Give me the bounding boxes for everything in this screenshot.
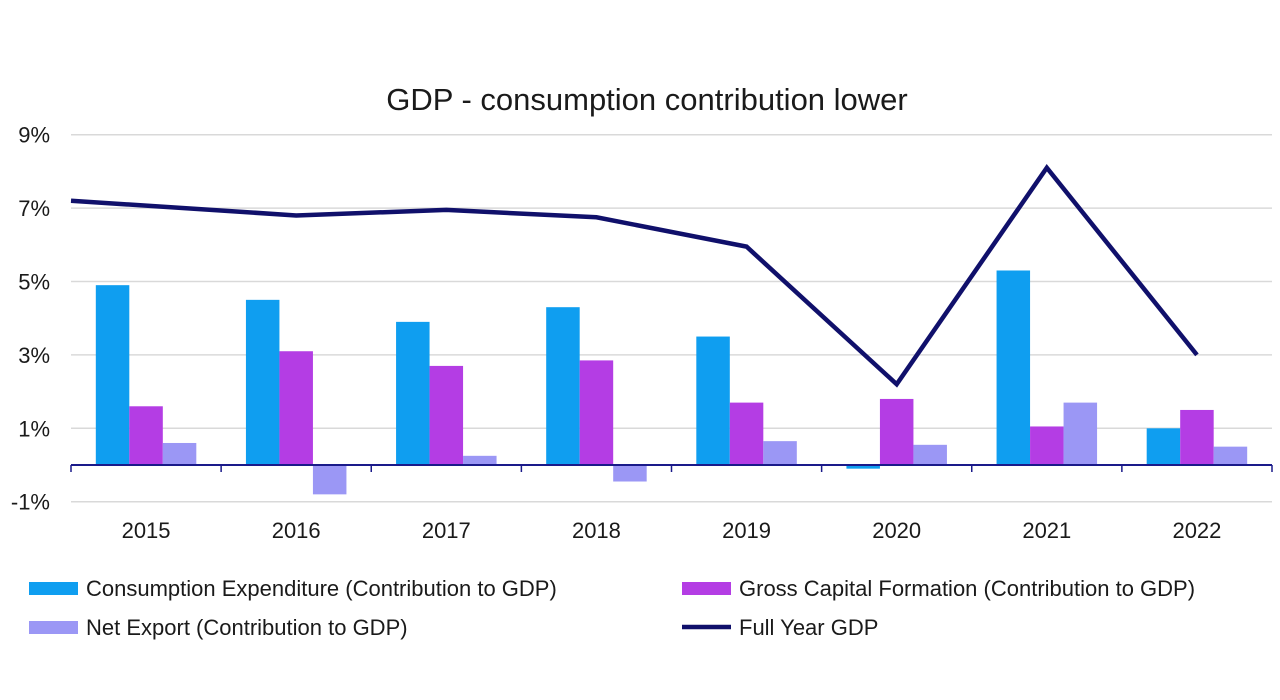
legend-label: Full Year GDP bbox=[739, 615, 878, 640]
bar-capital-formation-2019 bbox=[729, 402, 764, 465]
y-tick-label: 5% bbox=[18, 270, 50, 295]
bar-consumption-2018 bbox=[546, 307, 580, 465]
bar-consumption-2017 bbox=[396, 321, 430, 465]
x-tick-label: 2018 bbox=[572, 518, 621, 543]
bar-capital-formation-2015 bbox=[129, 406, 163, 465]
legend-swatch bbox=[682, 582, 731, 595]
gdp-line-layer bbox=[70, 163, 1199, 388]
x-tick-label: 2015 bbox=[122, 518, 171, 543]
legend: Consumption Expenditure (Contribution to… bbox=[29, 576, 1195, 640]
chart-title: GDP - consumption contribution lower bbox=[386, 82, 908, 117]
bar-net-export-2015 bbox=[162, 442, 197, 465]
bar-net-export-2019 bbox=[763, 441, 797, 465]
x-tick-label: 2020 bbox=[872, 518, 921, 543]
legend-swatch bbox=[29, 621, 78, 634]
bar-consumption-2022 bbox=[1146, 428, 1181, 465]
legend-swatch bbox=[29, 582, 78, 595]
bar-consumption-2021 bbox=[996, 270, 1031, 465]
bar-capital-formation-2017 bbox=[429, 365, 464, 465]
bar-consumption-2015 bbox=[95, 285, 130, 465]
labels: GDP - consumption contribution lower 9% 7… bbox=[11, 82, 1222, 543]
bar-net-export-2018 bbox=[613, 465, 647, 482]
bar-consumption-2019 bbox=[696, 336, 730, 465]
x-tick-label: 2019 bbox=[722, 518, 771, 543]
y-tick-label: 7% bbox=[18, 196, 50, 221]
x-tick-label: 2017 bbox=[422, 518, 471, 543]
line-full-year-gdp bbox=[70, 163, 1199, 388]
y-tick-label: 3% bbox=[18, 343, 50, 368]
bar-net-export-2022 bbox=[1213, 446, 1248, 465]
bar-net-export-2017 bbox=[463, 455, 497, 465]
bar-capital-formation-2022 bbox=[1180, 409, 1214, 465]
bar-capital-formation-2016 bbox=[279, 351, 313, 465]
legend-label: Gross Capital Formation (Contribution to… bbox=[739, 576, 1195, 601]
legend-label: Net Export (Contribution to GDP) bbox=[86, 615, 408, 640]
bars bbox=[95, 270, 1248, 495]
x-tick-label: 2022 bbox=[1172, 518, 1221, 543]
y-tick-label: 1% bbox=[18, 416, 50, 441]
bar-capital-formation-2020 bbox=[879, 398, 914, 465]
bar-consumption-2016 bbox=[245, 299, 280, 465]
bar-consumption-2020 bbox=[846, 465, 880, 469]
y-tick-label: 9% bbox=[18, 123, 50, 148]
x-tick-label: 2016 bbox=[272, 518, 321, 543]
bar-net-export-2021 bbox=[1063, 402, 1098, 465]
legend-label: Consumption Expenditure (Contribution to… bbox=[86, 576, 557, 601]
y-tick-label: -1% bbox=[11, 490, 50, 515]
bar-net-export-2016 bbox=[312, 465, 347, 495]
x-axis bbox=[70, 464, 1273, 472]
bar-capital-formation-2021 bbox=[1030, 426, 1064, 465]
x-tick-label: 2021 bbox=[1022, 518, 1071, 543]
bar-capital-formation-2018 bbox=[579, 360, 614, 465]
bar-net-export-2020 bbox=[913, 444, 947, 465]
